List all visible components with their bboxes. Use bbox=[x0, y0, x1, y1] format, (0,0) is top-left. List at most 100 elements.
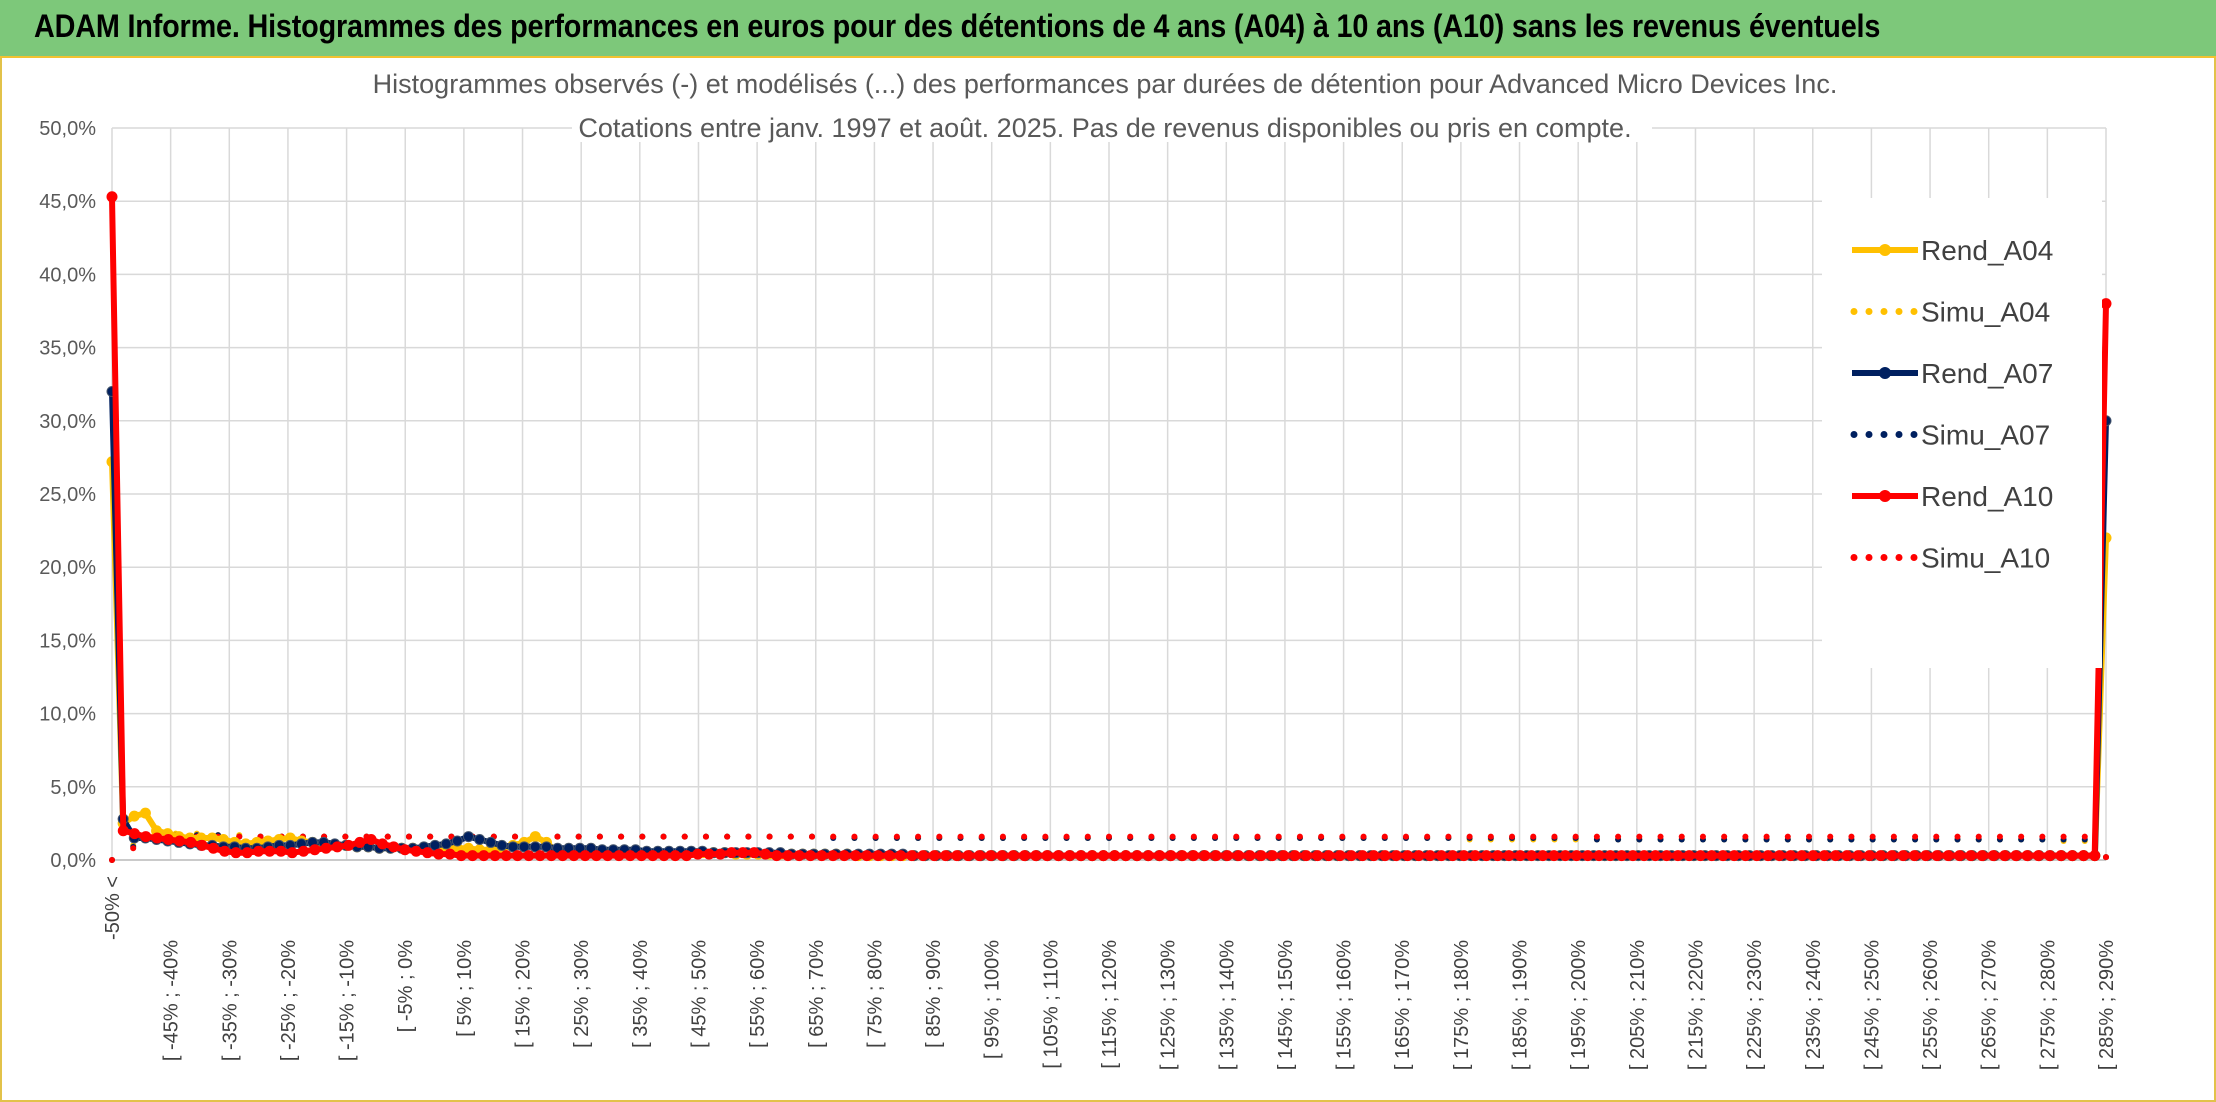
data-point bbox=[1863, 850, 1875, 862]
data-point bbox=[1954, 850, 1966, 862]
data-point bbox=[109, 857, 115, 863]
data-point bbox=[275, 845, 287, 857]
data-point bbox=[936, 833, 943, 840]
data-point bbox=[2103, 854, 2109, 861]
data-point bbox=[1976, 850, 1988, 862]
x-tick-label: [ 105% ; 110% bbox=[1040, 940, 1062, 1069]
data-point bbox=[399, 844, 411, 856]
data-point bbox=[405, 833, 412, 840]
data-point bbox=[241, 847, 253, 859]
data-point bbox=[365, 834, 377, 846]
data-point bbox=[1615, 833, 1622, 840]
data-point bbox=[1402, 833, 1409, 840]
data-point bbox=[1830, 850, 1842, 862]
data-point bbox=[1176, 850, 1188, 862]
data-point bbox=[1706, 850, 1718, 862]
data-point bbox=[557, 850, 569, 862]
data-point bbox=[692, 848, 704, 860]
data-point bbox=[1886, 850, 1898, 862]
legend-dot bbox=[1895, 554, 1903, 561]
data-point bbox=[1368, 850, 1380, 862]
data-point bbox=[1852, 850, 1864, 862]
data-point bbox=[1551, 833, 1558, 840]
data-point bbox=[602, 850, 614, 862]
data-point bbox=[1109, 850, 1121, 862]
data-point bbox=[590, 850, 602, 862]
data-point bbox=[545, 850, 557, 862]
data-point bbox=[895, 850, 907, 862]
data-point bbox=[1530, 833, 1537, 840]
x-tick-label: -50% < bbox=[102, 876, 124, 940]
data-point bbox=[1447, 850, 1459, 862]
data-point bbox=[1458, 850, 1470, 862]
data-point bbox=[1480, 850, 1492, 862]
data-point bbox=[1278, 850, 1290, 862]
data-point bbox=[766, 833, 773, 840]
data-point bbox=[151, 832, 163, 844]
y-tick-label: 15,0% bbox=[39, 630, 96, 652]
data-point bbox=[1492, 850, 1504, 862]
data-point bbox=[130, 845, 137, 852]
legend-label: Rend_A10 bbox=[1921, 481, 2053, 512]
data-point bbox=[1627, 850, 1639, 862]
x-tick-label: [ -35% ; -30% bbox=[219, 940, 241, 1061]
x-tick-label: [ 95% ; 100% bbox=[982, 940, 1004, 1059]
chart-grid bbox=[111, 127, 2107, 861]
data-point bbox=[809, 833, 816, 840]
data-point bbox=[726, 847, 738, 859]
data-point bbox=[129, 828, 141, 840]
data-point bbox=[575, 833, 582, 840]
data-point bbox=[2066, 850, 2078, 862]
data-point bbox=[1007, 850, 1019, 862]
data-point bbox=[838, 850, 850, 862]
legend-dot bbox=[1880, 431, 1888, 438]
y-tick-label: 35,0% bbox=[39, 338, 96, 360]
data-point bbox=[343, 839, 355, 851]
data-point bbox=[985, 850, 997, 862]
data-point bbox=[851, 833, 858, 840]
data-point bbox=[1818, 850, 1830, 862]
data-point bbox=[1311, 850, 1323, 862]
data-point bbox=[512, 833, 519, 840]
data-point bbox=[893, 833, 900, 840]
legend-dot bbox=[1910, 554, 1918, 561]
data-point bbox=[2055, 850, 2067, 862]
data-point bbox=[618, 833, 625, 840]
data-point bbox=[1131, 850, 1143, 862]
x-tick-label: [ 155% ; 160% bbox=[1334, 940, 1356, 1070]
data-point bbox=[1593, 833, 1600, 840]
data-point bbox=[466, 850, 478, 862]
data-point bbox=[1019, 850, 1031, 862]
x-tick-label: [ 235% ; 240% bbox=[1803, 940, 1825, 1070]
data-point bbox=[1773, 850, 1785, 862]
x-tick-label: [ 245% ; 250% bbox=[1861, 940, 1883, 1070]
legend-item-Simu_A10: Simu_A10 bbox=[1850, 543, 2050, 574]
data-point bbox=[940, 850, 952, 862]
data-point bbox=[830, 833, 837, 840]
data-point bbox=[1379, 850, 1391, 862]
x-tick-label: [ 195% ; 200% bbox=[1568, 940, 1590, 1070]
data-point bbox=[1636, 833, 1643, 840]
data-point bbox=[1084, 833, 1091, 840]
data-point bbox=[703, 848, 715, 860]
data-point bbox=[2077, 850, 2089, 862]
data-point bbox=[1154, 850, 1166, 862]
data-point bbox=[1021, 833, 1028, 840]
data-point bbox=[978, 833, 985, 840]
data-point bbox=[1537, 850, 1549, 862]
data-point bbox=[1661, 850, 1673, 862]
data-point bbox=[1912, 833, 1919, 840]
data-point bbox=[162, 834, 174, 846]
data-point bbox=[462, 831, 474, 843]
data-point bbox=[1296, 833, 1303, 840]
data-point bbox=[106, 191, 118, 203]
data-point bbox=[816, 850, 828, 862]
data-point bbox=[1875, 850, 1887, 862]
legend-dot bbox=[1865, 554, 1873, 561]
data-point bbox=[1187, 850, 1199, 862]
data-point bbox=[1514, 850, 1526, 862]
data-point bbox=[1762, 850, 1774, 862]
data-point bbox=[2021, 850, 2033, 862]
data-point bbox=[384, 833, 391, 840]
data-point bbox=[1318, 833, 1325, 840]
